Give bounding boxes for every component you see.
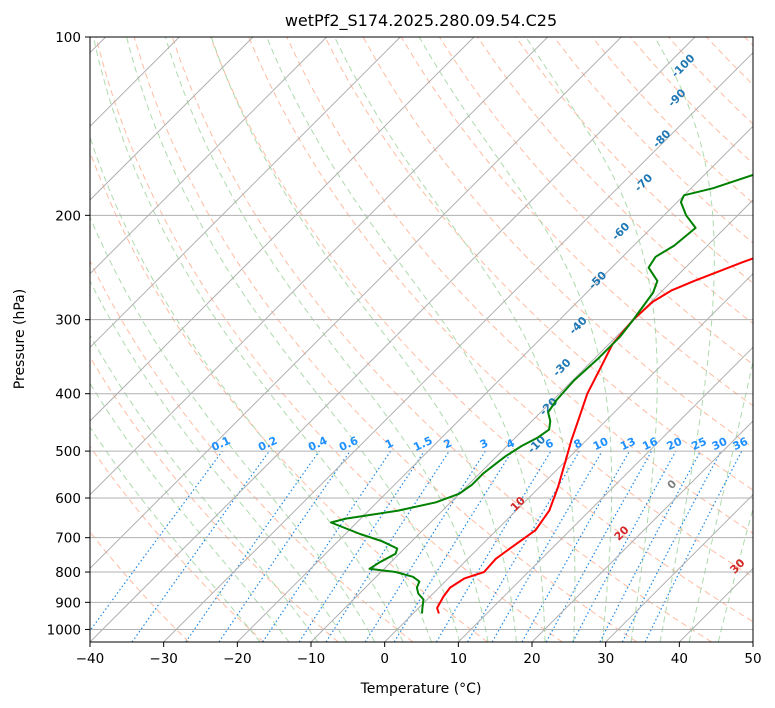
isotherm-line: [90, 37, 696, 642]
mixing-ratio-label: 10: [591, 435, 611, 453]
mixing-ratio-line: [218, 450, 351, 642]
isotherm-line: [236, 125, 753, 642]
x-tick-label: 50: [744, 651, 761, 667]
y-tick-label: 800: [55, 565, 81, 581]
isotherm-line: [605, 493, 753, 642]
mixing-ratio-line: [90, 450, 223, 632]
moist-adiabat-line: [90, 334, 319, 642]
x-tick-label: 40: [671, 651, 688, 667]
mixing-ratio-line: [185, 450, 320, 642]
y-tick-label: 900: [55, 595, 81, 611]
isotherm-line: [163, 51, 753, 642]
plot-frame: [89, 36, 754, 643]
isotherm-line: [384, 272, 753, 642]
moist-adiabat-line: [334, 37, 576, 642]
mixing-ratio-label: 16: [640, 435, 660, 453]
sounding-profiles: [330, 173, 753, 614]
x-tick-label: −40: [76, 651, 105, 667]
dry-adiabat-line: [324, 37, 753, 491]
moist-adiabat-line: [525, 37, 658, 642]
isotherm-line: [90, 37, 622, 570]
y-tick-label: 300: [55, 313, 81, 329]
y-axis-ticks: 100 200 300 400 500 600 700 800 900 1000: [47, 30, 90, 638]
dry-adiabat-line: [95, 37, 563, 642]
x-tick-label: 10: [450, 651, 467, 667]
isotherm-line: [457, 346, 753, 642]
isotherm-line: [90, 37, 254, 201]
dry-adiabat-line: [90, 445, 264, 642]
mixing-ratio-line: [521, 450, 631, 642]
moist-adiabat-line: [266, 37, 546, 642]
moist-adiabats: [90, 37, 753, 642]
mixing-ratio-label: 20: [665, 435, 685, 453]
y-tick-label: 1000: [47, 622, 81, 638]
x-tick-label: 20: [523, 651, 540, 667]
mixing-ratio-line: [262, 450, 392, 642]
dry-adiabat-line: [515, 37, 753, 284]
x-tick-label: 30: [597, 651, 614, 667]
isotherm-line: [310, 199, 753, 642]
mixing-ratio-label: 36: [731, 435, 751, 453]
y-tick-label: 600: [55, 491, 81, 507]
y-tick-label: 100: [55, 30, 81, 46]
mixing-ratio-line: [131, 450, 270, 642]
pressure-gridlines: [90, 37, 753, 630]
mixing-ratio-line: [572, 450, 677, 642]
moist-adiabat-line: [418, 37, 613, 642]
mixing-ratio-label: 13: [618, 435, 637, 453]
mixing-ratio-label: 25: [689, 435, 708, 453]
y-tick-label: 200: [55, 208, 81, 224]
moist-adiabat-line: [90, 215, 376, 642]
dry-adiabat-line: [210, 37, 753, 623]
moist-adiabat-line: [90, 135, 404, 642]
x-tick-label: −20: [223, 651, 252, 667]
isotherm-line: [531, 420, 753, 642]
background-lines: [90, 37, 753, 642]
y-tick-label: 700: [55, 531, 81, 547]
chart-title: wetPf2_S174.2025.280.09.54.C25: [285, 11, 557, 31]
moist-adiabat-line: [210, 37, 517, 642]
y-tick-label: 500: [55, 444, 81, 460]
x-tick-label: −30: [149, 651, 178, 667]
x-tick-label: −10: [297, 651, 326, 667]
x-axis-label: Temperature (°C): [360, 681, 482, 697]
mixing-ratio-line: [298, 450, 425, 642]
mixing-ratio-label: 30: [710, 435, 730, 453]
y-axis-label: Pressure (hPa): [12, 289, 28, 389]
dry-adiabat-line: [171, 37, 712, 642]
moist-adiabat-line: [90, 426, 261, 642]
moist-adiabat-line: [92, 37, 432, 642]
dry-adiabat-line: [90, 259, 414, 642]
x-tick-label: 0: [380, 651, 389, 667]
isotherm-line: [90, 37, 328, 275]
moist-adiabat-line: [688, 358, 753, 642]
moist-adiabat-line: [126, 37, 461, 642]
moist-adiabat-line: [654, 37, 715, 642]
mixing-ratio-line: [644, 450, 743, 642]
moist-adiabat-line: [90, 382, 290, 642]
x-axis-ticks: −40 −30 −20 −10 0 10 20 30 40 50: [76, 642, 762, 667]
isotherm-line: [90, 37, 475, 422]
isotherm-line: [90, 37, 401, 349]
mixing-ratio-lines: [90, 450, 743, 642]
mixing-ratio-line: [393, 450, 513, 642]
dry-adiabat-line: [248, 37, 753, 578]
dry-adiabat-line: [286, 37, 753, 534]
mixing-ratio-line: [545, 450, 653, 642]
dry-adiabat-line: [90, 356, 339, 642]
skewed-isotherms: [90, 37, 753, 642]
isotherm-line: [90, 37, 549, 496]
y-tick-label: 400: [55, 387, 81, 403]
moist-adiabat-line: [717, 506, 753, 642]
dewpoint-profile-line: [330, 173, 753, 614]
moist-adiabat-line: [164, 37, 489, 642]
